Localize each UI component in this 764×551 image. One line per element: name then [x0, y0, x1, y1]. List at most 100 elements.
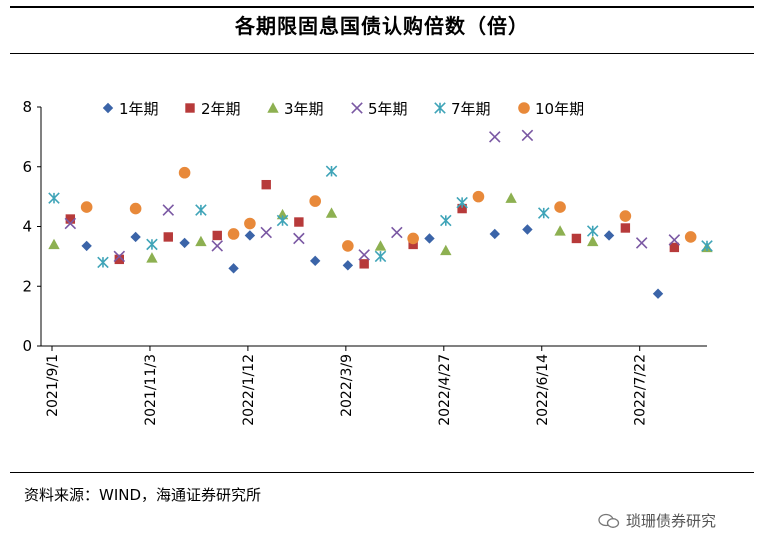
- data-point: [294, 217, 304, 227]
- data-point: [586, 225, 599, 237]
- legend-label: 10年期: [535, 100, 584, 118]
- data-point: [146, 238, 158, 251]
- data-point: [537, 207, 550, 219]
- data-point: [146, 252, 158, 263]
- data-point: [408, 239, 418, 250]
- data-point: [391, 226, 403, 239]
- data-point: [293, 232, 305, 245]
- data-point: [178, 166, 191, 179]
- data-point: [440, 244, 452, 256]
- watermark-text: 琐珊债券研究: [626, 512, 717, 530]
- data-point: [457, 203, 467, 214]
- data-point: [179, 237, 190, 249]
- footer-divider: [10, 472, 754, 473]
- data-point: [325, 165, 338, 177]
- data-point: [211, 240, 224, 252]
- data-point: [310, 255, 321, 267]
- data-point: [407, 232, 419, 245]
- data-point: [97, 256, 109, 269]
- data-point: [195, 204, 207, 216]
- data-point: [342, 260, 354, 271]
- data-point: [374, 240, 387, 251]
- data-point: [521, 129, 534, 142]
- data-point: [684, 231, 697, 243]
- y-tick-label: 0: [22, 337, 32, 355]
- legend-label: 7年期: [451, 100, 491, 118]
- chart-marks: [48, 129, 713, 299]
- data-point: [359, 259, 369, 269]
- data-point: [309, 195, 322, 207]
- series-1年期: [81, 224, 664, 299]
- data-point: [619, 210, 632, 222]
- x-tick-label: 2021/9/1: [45, 354, 61, 417]
- legend-label: 1年期: [119, 100, 159, 118]
- data-point: [603, 230, 615, 241]
- data-point: [652, 288, 664, 299]
- data-point: [374, 250, 387, 263]
- data-point: [130, 231, 141, 243]
- x-tick-label: 2022/3/9: [339, 354, 355, 417]
- data-point: [635, 237, 648, 249]
- data-point: [505, 192, 517, 203]
- data-point: [342, 240, 354, 252]
- data-point: [554, 225, 566, 236]
- data-point: [227, 228, 240, 240]
- data-point: [522, 224, 533, 235]
- title-divider: [10, 53, 754, 54]
- data-point: [114, 254, 124, 265]
- data-point: [212, 230, 222, 241]
- series-10年期: [80, 166, 697, 252]
- x-tick-label: 2021/11/3: [143, 354, 159, 426]
- x-tick-label: 2022/7/22: [633, 354, 649, 426]
- y-tick-label: 4: [22, 218, 32, 236]
- data-point: [244, 217, 256, 230]
- data-point: [64, 217, 77, 230]
- data-point: [163, 232, 173, 242]
- series-7年期: [48, 165, 713, 269]
- chart-title: 各期限固息国债认购倍数（倍）: [235, 14, 529, 38]
- watermark: 琐珊债券研究: [598, 510, 716, 531]
- data-point: [358, 249, 370, 261]
- data-point: [489, 131, 501, 143]
- data-point: [668, 234, 681, 246]
- data-point: [48, 192, 60, 204]
- wechat-icon: [598, 513, 620, 528]
- legend-marker: [518, 102, 530, 114]
- legend-label: 3年期: [284, 100, 324, 118]
- y-tick-label: 2: [22, 277, 32, 295]
- data-point: [81, 240, 92, 252]
- x-tick-label: 2022/4/27: [437, 354, 453, 426]
- source-note: 资料来源：WIND，海通证券研究所: [24, 486, 262, 504]
- data-point: [195, 235, 207, 247]
- scatter-chart: 0 2 4 6 8 2021/9/1 2021/11/3 2022/1/12 2022/3/9 2…: [22, 98, 713, 426]
- data-point: [571, 233, 582, 244]
- data-point: [261, 179, 271, 190]
- data-point: [129, 202, 142, 215]
- data-point: [620, 223, 631, 233]
- x-tick-label: 2022/1/12: [241, 354, 257, 426]
- data-point: [113, 250, 126, 263]
- data-point: [587, 235, 599, 247]
- x-tick-label: 2022/6/14: [535, 354, 551, 426]
- data-point: [554, 201, 566, 213]
- series-2年期: [65, 179, 680, 269]
- data-point: [80, 201, 93, 213]
- top-rule: [10, 6, 754, 8]
- data-point: [440, 214, 452, 227]
- legend-marker: [434, 102, 446, 114]
- legend-label: 5年期: [368, 100, 408, 118]
- data-point: [260, 226, 272, 239]
- legend-marker: [351, 102, 363, 114]
- chart-axes: 0 2 4 6 8 2021/9/1 2021/11/3 2022/1/12 2022/3/9 2…: [22, 98, 707, 426]
- y-tick-label: 8: [22, 98, 32, 116]
- data-point: [489, 228, 500, 240]
- data-point: [669, 242, 680, 253]
- data-point: [424, 233, 435, 244]
- legend-marker: [267, 102, 279, 113]
- series-5年期: [64, 129, 681, 263]
- data-point: [244, 230, 256, 241]
- data-point: [48, 238, 60, 250]
- data-point: [276, 214, 289, 227]
- data-point: [228, 263, 239, 274]
- data-point: [325, 207, 338, 218]
